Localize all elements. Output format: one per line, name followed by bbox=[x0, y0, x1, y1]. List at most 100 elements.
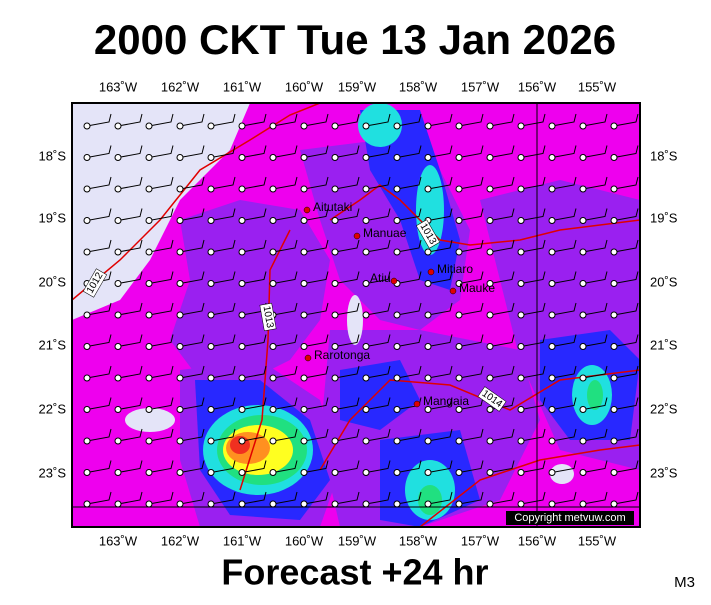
barb bbox=[334, 302, 360, 316]
station bbox=[176, 500, 184, 508]
barb bbox=[427, 271, 453, 284]
barb bbox=[396, 428, 422, 442]
station bbox=[83, 122, 91, 130]
barb bbox=[86, 239, 112, 253]
title: 2000 CKT Tue 13 Jan 2026 bbox=[94, 16, 616, 63]
station bbox=[455, 437, 463, 445]
barb bbox=[241, 176, 267, 190]
barb bbox=[458, 145, 484, 158]
barb bbox=[582, 176, 608, 190]
barb bbox=[489, 491, 515, 505]
longitude-label: 158˚W bbox=[399, 533, 438, 548]
barb bbox=[86, 491, 112, 505]
barb bbox=[520, 271, 546, 284]
station bbox=[114, 154, 122, 161]
station bbox=[300, 248, 308, 256]
barb bbox=[334, 460, 360, 473]
barb bbox=[272, 113, 298, 127]
station bbox=[486, 500, 494, 508]
station bbox=[238, 248, 246, 256]
station bbox=[269, 248, 277, 256]
station bbox=[424, 311, 432, 319]
barb bbox=[365, 365, 391, 379]
barb bbox=[86, 302, 112, 316]
station bbox=[393, 469, 401, 476]
barb bbox=[272, 397, 298, 410]
barb bbox=[458, 491, 484, 505]
barb bbox=[334, 208, 360, 221]
barb bbox=[458, 208, 484, 221]
barb bbox=[303, 113, 329, 127]
station bbox=[331, 343, 339, 350]
longitude-label: 160˚W bbox=[285, 79, 324, 94]
station bbox=[238, 374, 246, 382]
station bbox=[238, 280, 246, 287]
station bbox=[145, 248, 153, 256]
barb bbox=[272, 365, 298, 379]
barb bbox=[520, 239, 546, 253]
barb bbox=[582, 302, 608, 316]
barb bbox=[365, 176, 391, 190]
barb bbox=[179, 239, 205, 253]
barb bbox=[210, 365, 236, 379]
station bbox=[145, 122, 153, 130]
station bbox=[207, 122, 215, 130]
barb bbox=[303, 365, 329, 379]
latitude-label: 18˚S bbox=[650, 148, 678, 163]
station bbox=[486, 217, 494, 224]
station bbox=[393, 154, 401, 161]
station bbox=[300, 437, 308, 445]
barb bbox=[334, 239, 360, 253]
barb bbox=[179, 460, 205, 473]
barb bbox=[148, 460, 174, 473]
barb bbox=[272, 176, 298, 190]
barb bbox=[427, 428, 453, 442]
barb bbox=[396, 365, 422, 379]
barb bbox=[396, 113, 422, 127]
barb bbox=[179, 113, 205, 127]
station bbox=[269, 374, 277, 382]
station bbox=[548, 343, 556, 350]
barb bbox=[489, 113, 515, 127]
station bbox=[331, 311, 339, 319]
barb bbox=[582, 113, 608, 127]
station bbox=[207, 469, 215, 476]
barb bbox=[148, 365, 174, 379]
station bbox=[548, 406, 556, 413]
station bbox=[269, 122, 277, 130]
barb bbox=[520, 397, 546, 410]
longitude-label: 160˚W bbox=[285, 533, 324, 548]
barb bbox=[179, 145, 205, 158]
barb bbox=[179, 334, 205, 347]
barb bbox=[272, 145, 298, 158]
station bbox=[269, 343, 277, 350]
station bbox=[114, 185, 122, 193]
station bbox=[269, 154, 277, 161]
station bbox=[610, 500, 618, 508]
barb bbox=[458, 113, 484, 127]
barb bbox=[241, 365, 267, 379]
station bbox=[579, 280, 587, 287]
station bbox=[114, 248, 122, 256]
station bbox=[393, 311, 401, 319]
map-frame bbox=[71, 102, 641, 528]
station bbox=[517, 248, 525, 256]
station bbox=[83, 154, 91, 161]
barb bbox=[272, 208, 298, 221]
barb bbox=[613, 365, 639, 379]
station bbox=[393, 500, 401, 508]
station bbox=[455, 185, 463, 193]
barb bbox=[303, 491, 329, 505]
longitude-label: 156˚W bbox=[518, 533, 557, 548]
station bbox=[362, 122, 370, 130]
station bbox=[393, 185, 401, 193]
barb bbox=[303, 271, 329, 284]
station bbox=[548, 122, 556, 130]
station bbox=[455, 469, 463, 476]
barb bbox=[117, 208, 143, 221]
barb bbox=[427, 113, 453, 127]
barb bbox=[117, 113, 143, 127]
station bbox=[145, 154, 153, 161]
station bbox=[548, 154, 556, 161]
barb bbox=[179, 397, 205, 410]
